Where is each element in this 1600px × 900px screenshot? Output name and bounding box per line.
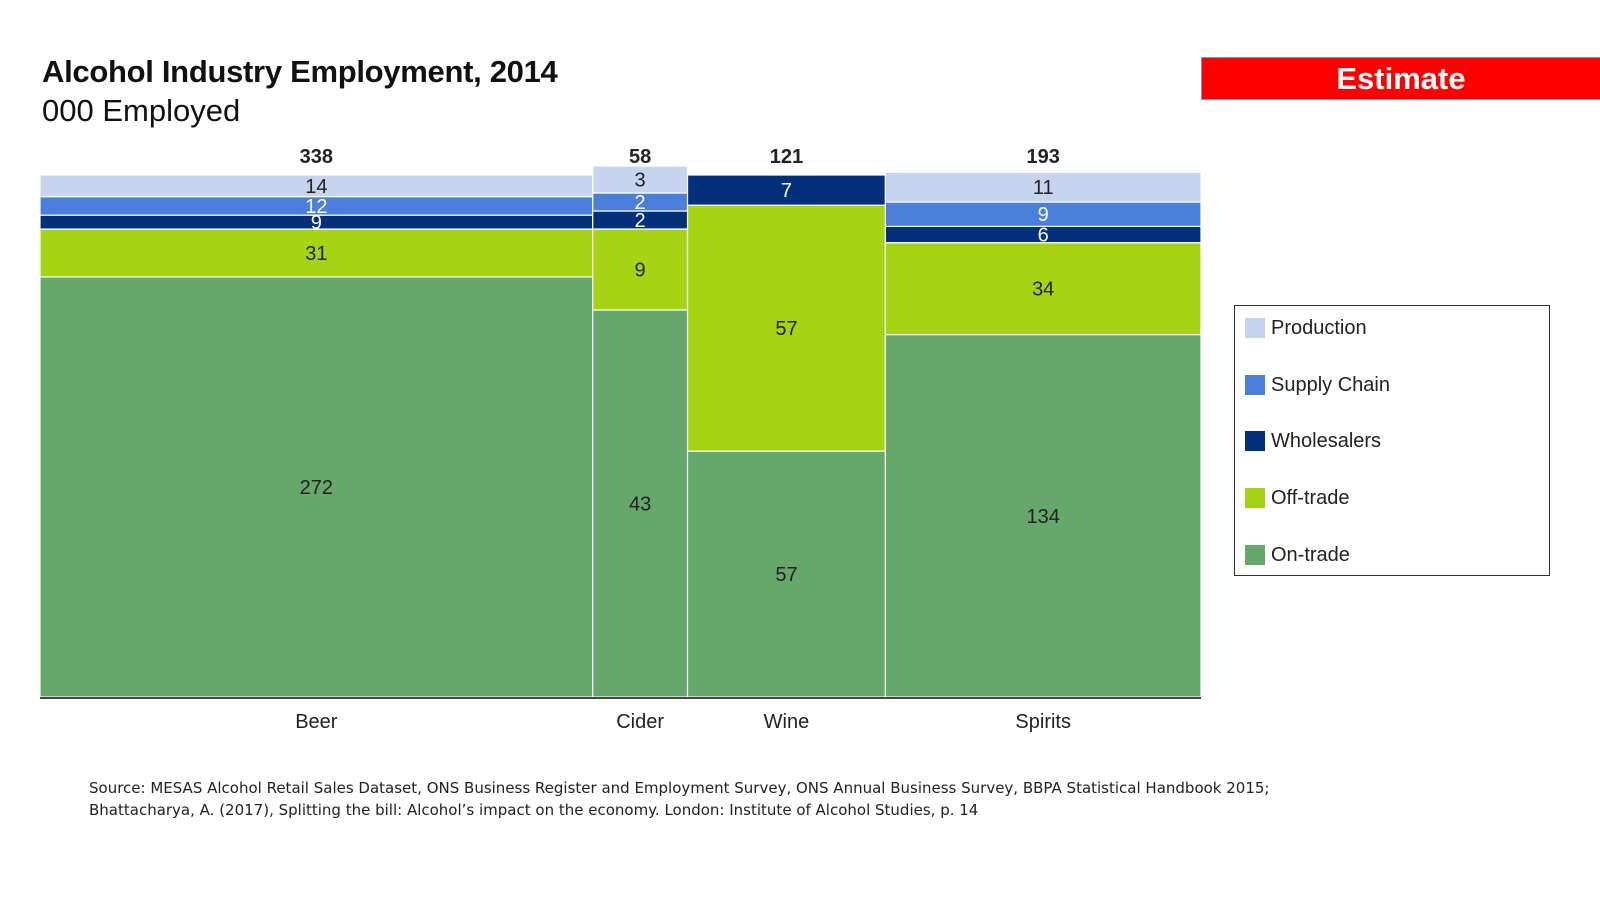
segment-label-beer-wholesalers: 9 xyxy=(311,212,322,234)
segment-label-beer-supply-chain: 12 xyxy=(305,196,327,218)
segment-spirits-supply-chain xyxy=(884,201,1202,227)
segment-label-wine-off-trade: 57 xyxy=(775,318,797,340)
segment-wine-wholesalers xyxy=(686,174,887,206)
source-line-1: Source: MESAS Alcohol Retail Sales Datas… xyxy=(89,779,1270,797)
segment-label-spirits-supply-chain: 9 xyxy=(1038,204,1049,226)
segment-wine-off-trade xyxy=(686,204,887,452)
segment-label-beer-off-trade: 31 xyxy=(305,243,327,265)
category-label-beer: Beer xyxy=(295,711,338,733)
legend-swatch-supply-chain xyxy=(1245,375,1265,395)
legend-label-on-trade: On-trade xyxy=(1271,543,1350,566)
segment-label-cider-supply-chain: 2 xyxy=(635,192,646,214)
legend-item-wholesalers: Wholesalers xyxy=(1245,429,1381,453)
chart-title: Alcohol Industry Employment, 2014 xyxy=(42,54,558,89)
category-label-wine: Wine xyxy=(764,711,810,733)
segment-label-beer-on-trade: 272 xyxy=(300,477,333,499)
legend-swatch-production xyxy=(1245,318,1265,338)
segment-label-wine-on-trade: 57 xyxy=(775,564,797,586)
total-label-wine: 121 xyxy=(770,146,803,168)
category-label-spirits: Spirits xyxy=(1015,711,1071,733)
legend-swatch-off-trade xyxy=(1245,488,1265,508)
segment-label-wine-wholesalers: 7 xyxy=(781,180,792,202)
legend-label-production: Production xyxy=(1271,316,1367,339)
estimate-badge: Estimate xyxy=(1201,57,1600,100)
total-label-beer: 338 xyxy=(300,146,333,168)
total-label-cider: 58 xyxy=(629,146,651,168)
segment-label-cider-production: 3 xyxy=(635,170,646,192)
segment-spirits-on-trade xyxy=(884,333,1202,698)
chart-subtitle: 000 Employed xyxy=(42,93,241,128)
segment-label-beer-production: 14 xyxy=(305,176,327,198)
legend-label-supply-chain: Supply Chain xyxy=(1271,373,1390,396)
legend: Production Supply Chain Wholesalers Off-tra… xyxy=(1234,305,1550,576)
legend-swatch-on-trade xyxy=(1245,545,1265,565)
legend-item-off-trade: Off-trade xyxy=(1245,486,1350,510)
segment-label-spirits-off-trade: 34 xyxy=(1032,279,1054,301)
legend-label-wholesalers: Wholesalers xyxy=(1271,429,1382,452)
segment-label-cider-wholesalers: 2 xyxy=(635,210,646,232)
legend-swatch-wholesalers xyxy=(1245,431,1265,451)
segment-spirits-off-trade xyxy=(884,242,1202,336)
segment-cider-production xyxy=(592,165,689,194)
legend-item-production: Production xyxy=(1245,316,1367,340)
legend-item-supply-chain: Supply Chain xyxy=(1245,373,1390,397)
source-note: Source: MESAS Alcohol Retail Sales Datas… xyxy=(89,778,1269,821)
segment-label-cider-off-trade: 9 xyxy=(635,260,646,282)
segment-beer-on-trade xyxy=(39,276,594,698)
segment-spirits-production xyxy=(884,171,1202,203)
total-label-spirits: 193 xyxy=(1027,146,1060,168)
segment-label-spirits-on-trade: 134 xyxy=(1027,506,1060,528)
legend-item-on-trade: On-trade xyxy=(1245,543,1350,567)
segment-label-cider-on-trade: 43 xyxy=(629,494,651,516)
category-label-cider: Cider xyxy=(616,711,664,733)
marimekko-chart: 2723191214338Beer43922358Cider57577121Wi… xyxy=(39,146,1202,733)
segment-label-spirits-production: 11 xyxy=(1033,177,1054,199)
source-line-2: Bhattacharya, A. (2017), Splitting the b… xyxy=(89,800,979,819)
segment-label-spirits-wholesalers: 6 xyxy=(1038,225,1049,247)
legend-label-off-trade: Off-trade xyxy=(1271,486,1350,509)
